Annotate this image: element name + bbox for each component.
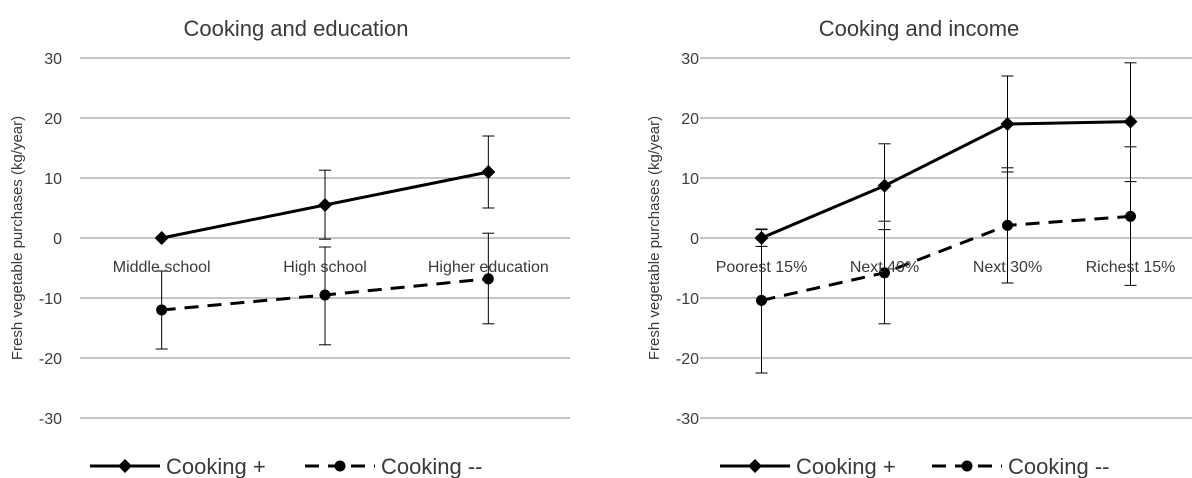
y-tick-label: 10 xyxy=(681,171,699,188)
x-category-label: Next 40% xyxy=(850,259,919,276)
y-tick-label: 30 xyxy=(44,51,62,68)
legend-label: Cooking -- xyxy=(1008,454,1109,478)
y-tick-label: 10 xyxy=(44,171,62,188)
y-tick-label: 0 xyxy=(690,231,699,248)
chart-panel-education: Cooking and education Fresh vegetable pur… xyxy=(9,16,570,478)
series-line xyxy=(761,214,1131,302)
legend-marker xyxy=(334,460,346,472)
data-point xyxy=(1123,114,1138,129)
data-point xyxy=(1002,219,1013,231)
chart-title: Cooking and income xyxy=(819,16,1020,41)
data-point xyxy=(756,294,767,306)
y-axis-label: Fresh vegetable purchases (kg/year) xyxy=(9,116,26,360)
y-tick-label: 20 xyxy=(681,111,699,128)
y-tick-label: -30 xyxy=(676,411,699,428)
data-point xyxy=(318,198,332,212)
legend-marker xyxy=(118,459,132,473)
x-category-label: Next 30% xyxy=(973,259,1042,276)
data-point xyxy=(481,165,496,179)
y-tick-label: -30 xyxy=(39,411,62,428)
x-category-label: Higher education xyxy=(428,259,549,276)
y-tick-label: -10 xyxy=(676,291,699,308)
y-axis-label: Fresh vegetable purchases (kg/year) xyxy=(646,116,663,360)
data-point xyxy=(877,178,892,193)
x-category-label: Poorest 15% xyxy=(716,259,808,276)
y-tick-label: -10 xyxy=(39,291,62,308)
x-category-label: Richest 15% xyxy=(1086,259,1176,276)
y-tick-label: -20 xyxy=(676,351,699,368)
legend-marker xyxy=(748,459,762,473)
y-tick-label: -20 xyxy=(39,351,62,368)
data-point xyxy=(156,304,168,316)
data-point xyxy=(1125,210,1136,222)
data-point xyxy=(482,273,494,285)
legend-marker xyxy=(961,460,973,472)
legend-label: Cooking + xyxy=(166,454,266,478)
x-category-label: Middle school xyxy=(113,259,211,276)
data-point xyxy=(319,289,331,301)
x-category-label: High school xyxy=(283,259,367,276)
chart-panel-income: Cooking and income Fresh vegetable purcha… xyxy=(646,16,1192,478)
chart-title: Cooking and education xyxy=(183,16,408,41)
y-tick-label: 0 xyxy=(53,231,62,248)
data-point xyxy=(1000,117,1015,131)
y-tick-label: 20 xyxy=(44,111,62,128)
data-point xyxy=(879,267,890,279)
legend-label: Cooking + xyxy=(796,454,896,478)
legend-label: Cooking -- xyxy=(381,454,482,478)
y-tick-label: 30 xyxy=(681,51,699,68)
series-line xyxy=(760,120,1131,240)
data-point xyxy=(154,231,169,245)
